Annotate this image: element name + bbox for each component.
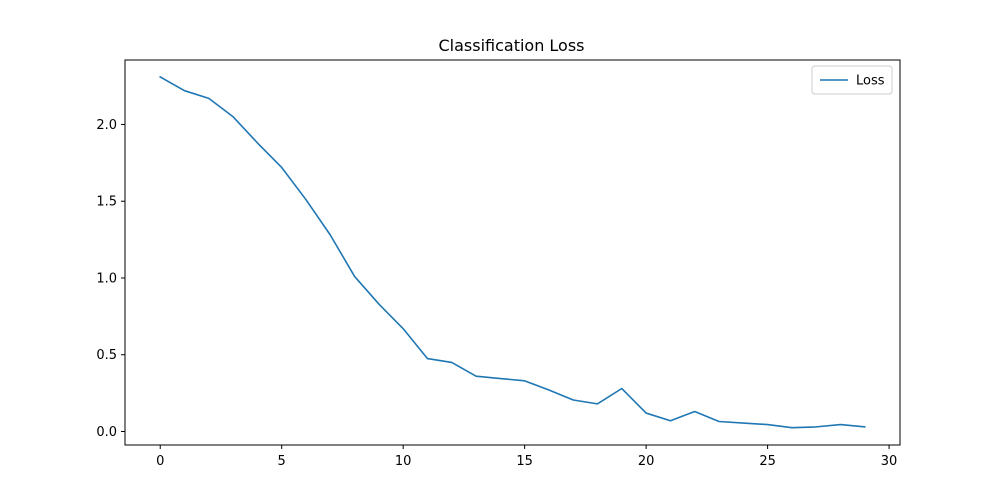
chart-title: Classification Loss: [438, 36, 584, 55]
legend-box: [811, 65, 893, 95]
plot-area: 0 5 10 15 20 25 30 0.0 0.5 1.0 1.5 2.0 Loss: [96, 59, 901, 469]
x-tick-label: 30: [881, 454, 898, 469]
x-tick-label: 0: [156, 454, 164, 469]
x-tick-label: 10: [395, 454, 412, 469]
y-tick-label: 0.0: [96, 425, 117, 440]
x-tick-label: 20: [638, 454, 655, 469]
y-tick-label: 1.5: [96, 195, 117, 210]
x-tick-label: 25: [759, 454, 776, 469]
x-tick-label: 15: [516, 454, 533, 469]
legend-label: Loss: [856, 74, 885, 89]
y-tick-label: 1.0: [96, 271, 117, 286]
x-tick-label: 5: [278, 454, 286, 469]
y-tick-label: 0.5: [96, 348, 117, 363]
y-tick-label: 2.0: [96, 118, 117, 133]
axes-frame: [124, 59, 901, 446]
series-line-loss: [159, 75, 866, 429]
